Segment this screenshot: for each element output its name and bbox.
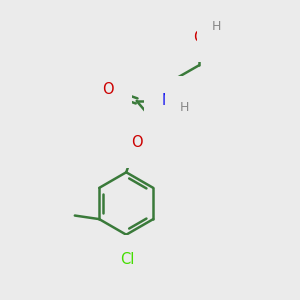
Text: H: H [180,101,190,114]
Text: N: N [161,94,172,109]
Text: H: H [212,20,222,33]
Text: O: O [193,30,205,45]
Text: O: O [103,82,114,97]
Text: O: O [131,135,142,150]
Text: Cl: Cl [121,252,135,267]
